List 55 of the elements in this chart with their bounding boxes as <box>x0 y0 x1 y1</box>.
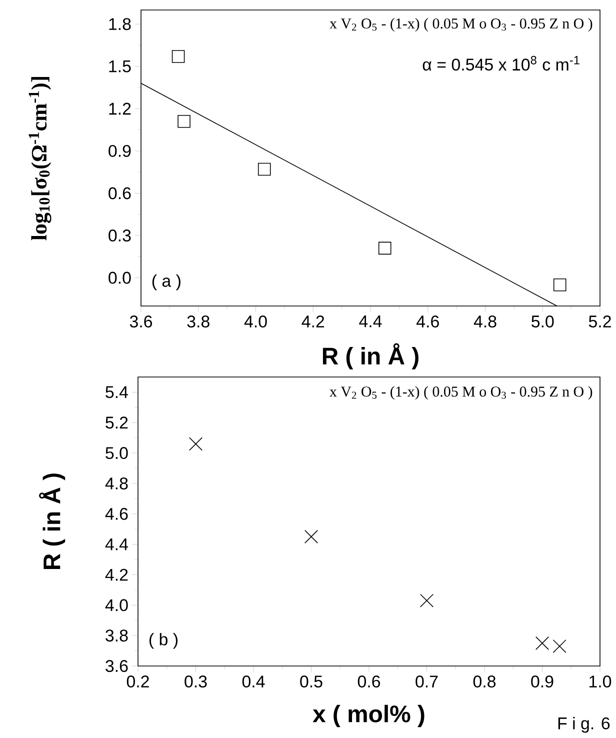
x-tick-label: 5.2 <box>588 316 611 328</box>
point <box>553 278 566 292</box>
point <box>552 639 566 653</box>
y-tick-label: 5.4 <box>106 386 128 398</box>
y-tick-label: 1.8 <box>109 18 131 30</box>
annotation: ( a ) <box>152 274 180 290</box>
x-tick-label: 4.2 <box>302 316 324 328</box>
x-tick-label: 0.3 <box>184 676 207 688</box>
y-tick-label: 4.4 <box>105 538 128 550</box>
point <box>258 162 271 176</box>
x-tick-label: 4.6 <box>416 316 439 328</box>
y-tick-label: 0.0 <box>108 272 131 284</box>
x-tick-label: 0.6 <box>358 676 380 688</box>
y-tick-label: 1.5 <box>109 60 131 72</box>
y-tick-label: 0.6 <box>108 187 131 200</box>
y-tick-label: 3.8 <box>106 630 128 642</box>
y-tick-label: 5.2 <box>106 416 128 429</box>
y-tick-label: 4.6 <box>105 508 128 520</box>
annotation: x V$_{2}$ O$_{5}$ - (1-x) ( 0.05 M o O$_{3}$ - 0.95 Z n O ) <box>330 386 592 400</box>
y-tick-label: 1.2 <box>109 102 131 115</box>
point <box>535 636 550 650</box>
y-tick-label: 3.6 <box>106 660 128 672</box>
annotation: x V$_{2}$ O$_{5}$ - (1-x) ( 0.05 M o O$_{3}$ - 0.95 Z n O ) <box>330 18 592 32</box>
x-tick-label: 3.6 <box>130 316 152 328</box>
x-tick-label: 0.8 <box>473 676 496 688</box>
point <box>304 530 318 544</box>
x-tick-label: 4.0 <box>244 316 267 328</box>
x-tick-label: 0.2 <box>126 676 149 688</box>
x-tick-label: 5.0 <box>532 316 554 328</box>
x-tick-label: 0.4 <box>242 676 265 688</box>
x-axis-title: R ( in Å ) <box>322 343 418 370</box>
point <box>188 437 203 451</box>
x-tick-label: 0.9 <box>531 676 554 688</box>
x-tick-label: 1.0 <box>590 676 612 688</box>
y-tick-label: 5.0 <box>106 447 128 460</box>
point <box>378 242 392 255</box>
point <box>178 114 190 128</box>
x-tick-label: 0.7 <box>416 676 438 688</box>
annotation: ( b ) <box>149 632 178 649</box>
x-tick-label: 0.5 <box>300 676 322 688</box>
y-tick-label: 0.9 <box>108 144 131 157</box>
text: log$_{10}$[σ$_{0}$(Ω$^{-1}$cm$^{-1}$)] <box>28 77 52 240</box>
x-axis-title: x ( mol% ) <box>312 704 424 728</box>
x-tick-label: 4.4 <box>359 316 382 328</box>
text: F i g. 6 <box>558 716 610 733</box>
y-tick-label: 4.8 <box>105 477 128 490</box>
x-tick-label: 4.8 <box>474 316 496 328</box>
point <box>420 594 434 608</box>
x-tick-label: 3.8 <box>187 316 210 328</box>
point <box>172 50 185 63</box>
y-tick-label: 4.0 <box>105 599 128 612</box>
y-axis-title: R ( in Å ) <box>39 474 66 570</box>
annotation: α = 0.545 x 10$^{8}$ c m$^{-1}$ <box>422 56 580 71</box>
y-tick-label: 0.3 <box>108 230 131 242</box>
y-tick-label: 4.2 <box>105 568 128 581</box>
